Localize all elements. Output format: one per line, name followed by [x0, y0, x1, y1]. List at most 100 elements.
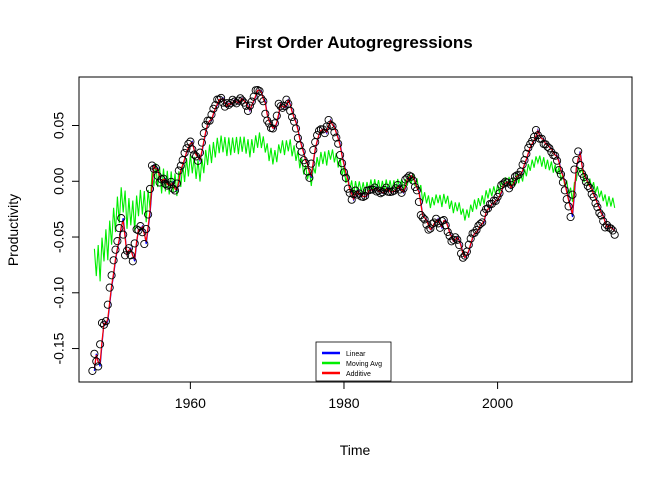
observed-point [286, 106, 295, 115]
observed-point [119, 230, 128, 239]
observed-point [90, 349, 99, 358]
x-tick-label: 1960 [175, 395, 206, 411]
observed-point [217, 93, 226, 102]
observed-point [303, 167, 312, 176]
y-tick-label: -0.05 [51, 221, 67, 253]
observed-point [543, 142, 552, 151]
observed-point [574, 147, 583, 156]
observed-point [242, 101, 251, 110]
observed-point [284, 99, 293, 108]
observed-point [305, 173, 314, 182]
y-tick-label: 0.00 [51, 167, 67, 194]
observed-point [560, 186, 569, 195]
observed-points [88, 86, 619, 375]
observed-point [111, 245, 120, 254]
observed-point [608, 226, 617, 235]
observed-point [297, 147, 306, 156]
y-tick-label: 0.05 [51, 112, 67, 139]
observed-point [583, 181, 592, 190]
observed-point [105, 283, 114, 292]
observed-point [399, 184, 408, 193]
observed-point [601, 223, 610, 232]
observed-point [374, 186, 383, 195]
observed-point [288, 112, 297, 122]
observed-point [276, 102, 285, 111]
chart-title: First Order Autogregressions [235, 33, 472, 52]
observed-point [551, 151, 560, 160]
observed-point [457, 249, 466, 258]
observed-point [97, 318, 107, 327]
x-tick-label: 2000 [482, 395, 513, 411]
observed-point [140, 239, 149, 249]
observed-point [334, 139, 343, 148]
observed-point [443, 227, 452, 236]
observed-point [117, 214, 126, 223]
observed-point [368, 185, 377, 194]
observed-point [182, 144, 191, 153]
observed-point [113, 237, 122, 246]
observed-point [606, 224, 615, 233]
observed-point [245, 101, 254, 110]
observed-point [295, 141, 304, 150]
observed-point [186, 137, 195, 146]
observed-point [94, 362, 103, 371]
observed-point [366, 185, 375, 194]
observed-point [491, 196, 500, 205]
observed-point [107, 271, 116, 280]
observed-point [553, 156, 562, 165]
observed-point [597, 211, 606, 220]
observed-point [478, 218, 487, 227]
series-line-moving-avg [93, 132, 616, 282]
observed-point [176, 161, 185, 170]
observed-point [545, 144, 554, 153]
observed-point [420, 215, 429, 224]
observed-point [361, 191, 370, 200]
observed-point [566, 212, 575, 222]
observed-point [291, 124, 301, 133]
observed-point [460, 251, 469, 260]
observed-point [278, 103, 287, 112]
observed-point [159, 174, 168, 183]
observed-point [508, 177, 518, 186]
y-axis: -0.15 -0.10 -0.05 0.00 0.05 [51, 112, 80, 365]
observed-point [268, 124, 277, 133]
observed-point [151, 163, 160, 173]
observed-point [326, 120, 335, 129]
observed-point [522, 149, 531, 158]
observed-point [126, 251, 135, 260]
observed-point [330, 128, 339, 137]
observed-point [92, 357, 101, 366]
observed-point [255, 86, 264, 96]
observed-point [451, 233, 460, 242]
observed-point [343, 184, 352, 193]
observed-point [338, 159, 347, 168]
series-moving-avg [93, 132, 616, 282]
observed-point [359, 192, 368, 201]
observed-point [272, 111, 281, 120]
y-tick-label: -0.15 [51, 332, 67, 364]
observed-point [439, 216, 448, 225]
observed-point [178, 156, 187, 165]
legend-label-linear: Linear [346, 351, 366, 358]
x-tick-label: 1980 [328, 395, 359, 411]
observed-point [238, 96, 247, 105]
observed-point [121, 251, 130, 260]
observed-point [234, 96, 243, 105]
observed-point [96, 340, 105, 349]
legend: Linear Moving Avg Additive [315, 341, 392, 382]
observed-point [88, 366, 97, 375]
observed-point [554, 165, 564, 175]
observed-point [341, 173, 350, 182]
observed-point [270, 119, 279, 128]
observed-point [407, 172, 416, 181]
observed-point [205, 116, 214, 125]
observed-point [520, 156, 529, 165]
observed-point [307, 159, 316, 168]
observed-point [336, 150, 345, 160]
observed-point [579, 173, 589, 182]
observed-point [142, 224, 151, 234]
observed-point [424, 225, 433, 234]
observed-point [466, 234, 475, 243]
observed-point [495, 189, 504, 198]
